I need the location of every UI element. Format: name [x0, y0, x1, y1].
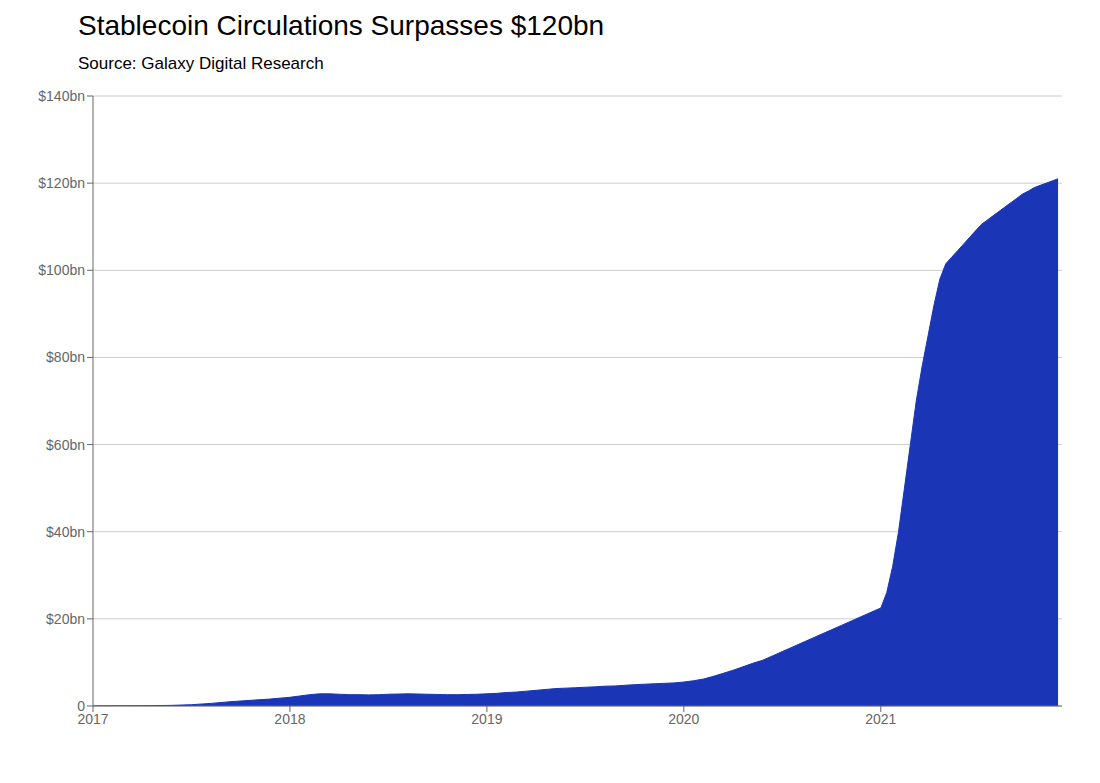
html-text:Source: Galaxy Digital Researc: Source: Galaxy Digital Research	[78, 54, 324, 73]
svg-text:$80bn: $80bn	[46, 349, 85, 365]
svg-text:$120bn: $120bn	[38, 175, 85, 191]
svg-text:$40bn: $40bn	[46, 524, 85, 540]
svg-text:$100bn: $100bn	[38, 262, 85, 278]
svg-text:2020: 2020	[668, 711, 699, 727]
svg-text:$140bn: $140bn	[38, 88, 85, 104]
svg-text:2021: 2021	[865, 711, 896, 727]
svg-text:$60bn: $60bn	[46, 437, 85, 453]
svg-text:0: 0	[77, 698, 85, 714]
svg-text:2018: 2018	[274, 711, 305, 727]
svg-text:2017: 2017	[77, 710, 109, 727]
svg-text:2019: 2019	[471, 711, 502, 727]
html-text:Stablecoin Circulations Surpas: Stablecoin Circulations Surpasses $120bn	[78, 10, 605, 41]
svg-text:$20bn: $20bn	[46, 611, 85, 627]
